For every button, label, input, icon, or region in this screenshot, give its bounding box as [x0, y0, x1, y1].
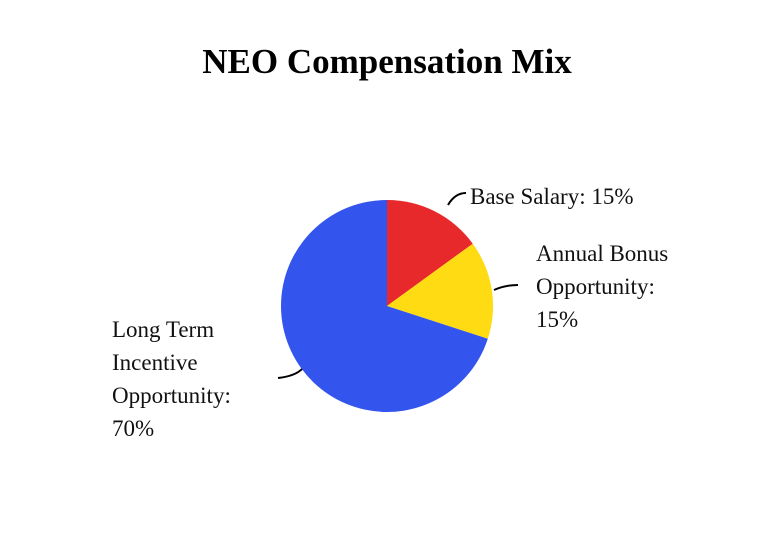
chart-title: NEO Compensation Mix: [202, 42, 572, 81]
slice-label: Long Term Incentive Opportunity: 70%: [112, 317, 231, 441]
slice-label: Annual Bonus Opportunity: 15%: [536, 241, 669, 332]
pie-slice: [280, 200, 488, 412]
pie-slice: [387, 200, 473, 306]
leader-line: [277, 367, 304, 379]
leader-line: [447, 192, 467, 206]
slice-label: Base Salary: 15%: [470, 184, 634, 209]
leader-line: [493, 284, 519, 291]
pie-slice: [387, 243, 493, 339]
